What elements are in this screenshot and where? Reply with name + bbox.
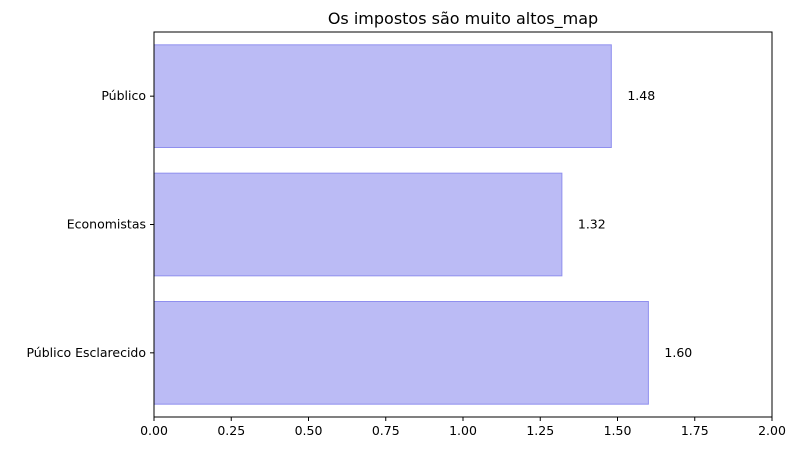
x-tick-label: 1.00	[449, 423, 477, 438]
x-tick-label: 1.25	[526, 423, 554, 438]
axes-layer: Público Economistas Público Esclarecido 0.0…	[26, 31, 786, 438]
x-tick-label: 2.00	[758, 423, 786, 438]
bar-publico	[153, 44, 612, 148]
x-tick-label: 0.00	[140, 423, 168, 438]
y-tick-label-publico-esclarecido: Público Esclarecido	[26, 345, 146, 360]
chart-title: Os impostos são muito altos_map	[328, 9, 598, 29]
x-tick-label: 0.25	[217, 423, 245, 438]
x-tick-label: 0.75	[372, 423, 400, 438]
data-labels-layer: 1.48 1.32 1.60	[578, 88, 692, 360]
bar-economistas	[153, 172, 563, 277]
bar-publico-esclarecido	[153, 301, 649, 405]
y-tick-label-publico: Público	[101, 88, 146, 103]
data-label-publico: 1.48	[627, 88, 655, 103]
x-tick-label: 0.50	[295, 423, 323, 438]
y-tick-label-economistas: Economistas	[67, 217, 146, 232]
plot-frame	[153, 31, 773, 418]
x-tick-label: 1.50	[604, 423, 632, 438]
data-label-publico-esclarecido: 1.60	[664, 345, 692, 360]
bars-layer	[153, 44, 649, 405]
data-label-economistas: 1.32	[578, 217, 606, 232]
x-tick-label: 1.75	[681, 423, 709, 438]
